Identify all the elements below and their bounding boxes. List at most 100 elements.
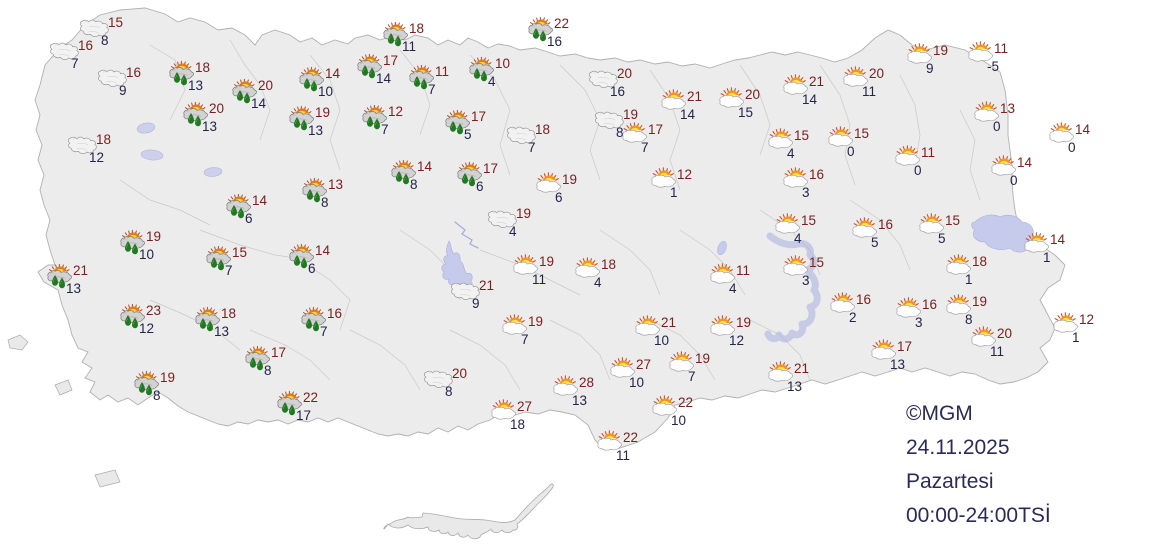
svg-text:15: 15	[801, 213, 816, 228]
svg-text:22: 22	[678, 395, 693, 410]
svg-text:1: 1	[1043, 250, 1051, 265]
svg-text:20: 20	[209, 101, 224, 116]
svg-text:20: 20	[869, 66, 884, 81]
svg-text:19: 19	[539, 254, 554, 269]
svg-text:-5: -5	[987, 59, 999, 74]
svg-text:1: 1	[670, 185, 678, 200]
svg-text:23: 23	[146, 303, 161, 318]
svg-text:21: 21	[73, 263, 88, 278]
svg-text:5: 5	[938, 231, 946, 246]
svg-text:28: 28	[579, 375, 594, 390]
svg-text:9: 9	[119, 83, 127, 98]
svg-text:0: 0	[914, 163, 922, 178]
svg-text:11: 11	[616, 448, 630, 463]
svg-text:14: 14	[376, 71, 392, 86]
svg-text:15: 15	[232, 245, 247, 260]
svg-text:12: 12	[139, 321, 154, 336]
svg-text:20: 20	[997, 326, 1012, 341]
svg-text:7: 7	[320, 324, 328, 339]
svg-text:14: 14	[325, 66, 341, 81]
svg-text:10: 10	[654, 333, 669, 348]
svg-text:6: 6	[476, 179, 484, 194]
svg-text:19: 19	[516, 206, 531, 221]
svg-text:12: 12	[89, 150, 104, 165]
svg-text:12: 12	[677, 167, 692, 182]
svg-text:4: 4	[594, 275, 602, 290]
svg-text:22: 22	[623, 430, 638, 445]
svg-text:8: 8	[445, 384, 453, 399]
svg-text:20: 20	[745, 87, 760, 102]
svg-text:3: 3	[802, 185, 810, 200]
svg-text:4: 4	[509, 224, 517, 239]
svg-text:20: 20	[452, 366, 467, 381]
svg-text:16: 16	[78, 38, 93, 53]
svg-text:18: 18	[510, 417, 525, 432]
svg-text:14: 14	[802, 92, 818, 107]
svg-text:16: 16	[809, 167, 824, 182]
svg-text:11: 11	[990, 344, 1004, 359]
svg-text:7: 7	[71, 56, 79, 71]
svg-text:8: 8	[101, 33, 109, 48]
svg-text:7: 7	[528, 140, 536, 155]
svg-text:7: 7	[641, 140, 649, 155]
svg-text:6: 6	[245, 211, 253, 226]
svg-text:27: 27	[517, 399, 532, 414]
svg-text:19: 19	[146, 229, 161, 244]
svg-text:10: 10	[629, 375, 644, 390]
svg-text:12: 12	[729, 333, 744, 348]
svg-text:18: 18	[195, 60, 210, 75]
svg-text:21: 21	[479, 278, 494, 293]
svg-text:16: 16	[610, 84, 625, 99]
svg-text:21: 21	[687, 89, 702, 104]
svg-text:14: 14	[1075, 122, 1091, 137]
svg-text:5: 5	[871, 235, 879, 250]
svg-text:15: 15	[794, 128, 809, 143]
svg-text:7: 7	[521, 332, 529, 347]
svg-text:8: 8	[264, 363, 272, 378]
svg-text:16: 16	[126, 65, 141, 80]
svg-text:19: 19	[695, 351, 710, 366]
svg-text:6: 6	[555, 190, 563, 205]
svg-text:11: 11	[532, 272, 546, 287]
svg-text:13: 13	[66, 281, 81, 296]
svg-text:14: 14	[680, 107, 696, 122]
svg-text:7: 7	[428, 82, 436, 97]
svg-text:10: 10	[139, 247, 154, 262]
svg-text:13: 13	[202, 119, 217, 134]
svg-text:16: 16	[327, 306, 342, 321]
svg-text:21: 21	[794, 361, 809, 376]
svg-text:5: 5	[464, 127, 472, 142]
svg-text:14: 14	[417, 159, 433, 174]
svg-text:21: 21	[809, 74, 824, 89]
svg-text:6: 6	[308, 261, 316, 276]
svg-text:20: 20	[617, 66, 632, 81]
svg-text:11: 11	[435, 64, 449, 79]
svg-text:13: 13	[572, 393, 587, 408]
svg-text:15: 15	[945, 213, 960, 228]
svg-text:11: 11	[994, 41, 1008, 56]
svg-text:19: 19	[528, 314, 543, 329]
svg-text:10: 10	[671, 413, 686, 428]
svg-text:19: 19	[623, 107, 638, 122]
svg-text:13: 13	[328, 177, 343, 192]
svg-text:16: 16	[547, 34, 562, 49]
svg-text:7: 7	[688, 369, 696, 384]
svg-text:7: 7	[381, 122, 389, 137]
svg-text:3: 3	[802, 273, 810, 288]
svg-text:19: 19	[933, 43, 948, 58]
svg-text:11: 11	[921, 145, 935, 160]
svg-text:17: 17	[648, 122, 663, 137]
svg-text:13: 13	[787, 379, 802, 394]
svg-text:19: 19	[562, 172, 577, 187]
svg-text:11: 11	[862, 84, 876, 99]
svg-text:8: 8	[321, 195, 329, 210]
svg-text:19: 19	[972, 294, 987, 309]
svg-text:19: 19	[736, 315, 751, 330]
svg-text:10: 10	[318, 84, 333, 99]
svg-text:15: 15	[738, 105, 753, 120]
svg-text:22: 22	[303, 390, 318, 405]
svg-text:14: 14	[252, 193, 268, 208]
svg-text:18: 18	[96, 132, 111, 147]
svg-text:27: 27	[636, 357, 651, 372]
svg-text:17: 17	[483, 161, 498, 176]
